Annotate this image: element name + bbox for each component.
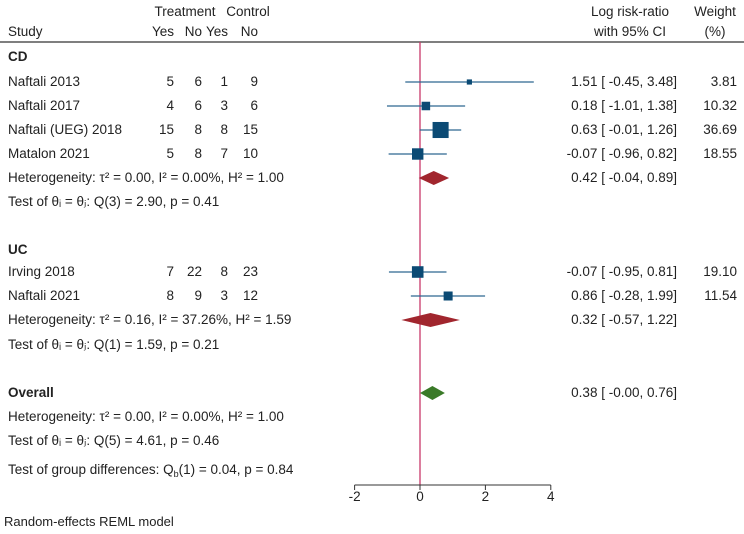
header-weight-1: Weight [694,4,736,19]
weight: 36.69 [703,122,737,137]
control-no: 15 [242,122,258,137]
control-yes: 8 [220,122,228,137]
study-marker [412,148,424,160]
effect-size-ci: 1.51 [ -0.45, 3.48] [571,74,677,89]
x-tick-label: 0 [416,489,424,504]
effect-size-ci: -0.07 [ -0.96, 0.82] [566,146,677,161]
header-c-no: No [240,24,258,39]
study-name: Matalon 2021 [8,146,90,161]
heterogeneity-stats: Heterogeneity: τ² = 0.00, I² = 0.00%, H²… [8,170,284,185]
control-yes: 7 [220,146,228,161]
header-t-no: No [184,24,202,39]
study-marker [432,121,449,139]
footnote: Random-effects REML model [4,514,174,529]
weight: 18.55 [703,146,737,161]
header-treatment: Treatment [154,4,216,19]
control-no: 23 [242,264,258,279]
header-control: Control [226,4,270,19]
subgroup-effect-ci: 0.42 [ -0.04, 0.89] [571,170,677,185]
study-marker [443,291,453,301]
x-tick-label: 4 [547,489,555,504]
treatment-yes: 8 [166,288,174,303]
study-name: Naftali 2017 [8,98,81,113]
overall-effect-ci: 0.38 [ -0.00, 0.76] [571,385,677,400]
control-yes: 3 [220,98,228,113]
overall-diamond [420,386,445,400]
treatment-yes: 15 [158,122,174,137]
study-name: Naftali 2021 [8,288,81,303]
treatment-no: 6 [194,98,202,113]
header-es-1: Log risk-ratio [590,4,670,19]
control-yes: 1 [220,74,228,89]
header-t-yes: Yes [151,24,174,39]
study-marker [466,79,472,85]
x-tick-label: 2 [481,489,490,504]
heterogeneity-stats: Heterogeneity: τ² = 0.16, I² = 37.26%, H… [8,312,292,327]
overall-label: Overall [8,385,54,400]
subgroup-diamond [418,171,450,185]
treatment-no: 6 [194,74,202,89]
control-no: 6 [250,98,258,113]
homogeneity-test: Test of θᵢ = θⱼ: Q(3) = 2.90, p = 0.41 [8,194,220,209]
overall-heterogeneity: Heterogeneity: τ² = 0.00, I² = 0.00%, H²… [8,409,284,424]
treatment-no: 8 [194,122,202,137]
treatment-yes: 7 [166,264,174,279]
study-name: Naftali (UEG) 2018 [8,122,123,137]
weight: 11.54 [704,288,737,303]
effect-size-ci: -0.07 [ -0.95, 0.81] [566,264,677,279]
treatment-no: 9 [194,288,202,303]
treatment-yes: 5 [166,74,174,89]
control-yes: 8 [220,264,228,279]
study-marker [411,266,424,278]
x-tick-label: -2 [348,489,361,504]
weight: 3.81 [710,74,737,89]
treatment-yes: 5 [166,146,174,161]
study-name: Irving 2018 [8,264,75,279]
study-marker [421,101,431,111]
header-weight-2: (%) [704,24,726,39]
study-name: Naftali 2013 [8,74,81,89]
effect-size-ci: 0.63 [ -0.01, 1.26] [571,122,677,137]
overall-homogeneity-test: Test of θᵢ = θⱼ: Q(5) = 4.61, p = 0.46 [8,433,220,448]
weight: 19.10 [703,264,737,279]
effect-size-ci: 0.18 [ -1.01, 1.38] [571,98,677,113]
control-no: 10 [242,146,258,161]
treatment-no: 22 [186,264,202,279]
header-study: Study [8,24,43,39]
control-no: 9 [250,74,258,89]
subgroup-effect-ci: 0.32 [ -0.57, 1.22] [571,312,677,327]
subgroup-label: CD [8,49,28,64]
subgroup-diamond [401,313,460,327]
weight: 10.32 [703,98,737,113]
treatment-no: 8 [194,146,202,161]
effect-size-ci: 0.86 [ -0.28, 1.99] [571,288,677,303]
control-yes: 3 [220,288,228,303]
homogeneity-test: Test of θᵢ = θⱼ: Q(1) = 1.59, p = 0.21 [8,337,220,352]
control-no: 12 [242,288,258,303]
subgroup-label: UC [8,242,28,257]
treatment-yes: 4 [166,98,174,113]
group-difference-test: Test of group differences: Qb(1) = 0.04,… [8,462,294,479]
header-c-yes: Yes [205,24,228,39]
header-es-2: with 95% CI [593,24,667,39]
